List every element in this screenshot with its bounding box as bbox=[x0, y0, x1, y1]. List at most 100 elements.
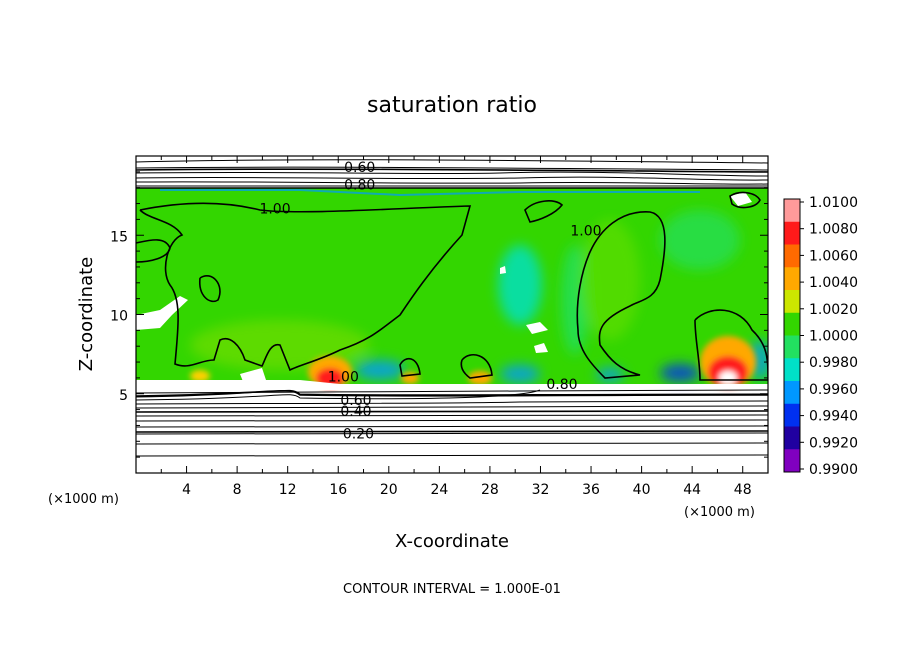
contour-label: 1.00 bbox=[570, 223, 601, 239]
blob-blue bbox=[500, 365, 540, 383]
hole bbox=[526, 322, 548, 334]
contour-line bbox=[136, 419, 768, 422]
blob-yellowgreen bbox=[580, 220, 640, 340]
colorbar-swatch bbox=[784, 267, 800, 291]
colorbar-swatch bbox=[784, 403, 800, 427]
colorbar-label: 0.9960 bbox=[809, 382, 858, 398]
colorbar-label: 1.0100 bbox=[809, 195, 858, 211]
peak-white bbox=[719, 371, 737, 385]
contour-line bbox=[199, 275, 221, 303]
colorbar-label: 0.9980 bbox=[809, 355, 858, 371]
hole bbox=[136, 296, 188, 330]
contour-line bbox=[139, 202, 472, 372]
y-tick-label: 15 bbox=[110, 229, 128, 245]
colorbar-label: 1.0060 bbox=[809, 248, 858, 264]
contour-line bbox=[136, 442, 768, 445]
field-anomalies bbox=[190, 210, 768, 383]
blob-blue bbox=[660, 364, 700, 382]
colorbar-swatch bbox=[784, 290, 800, 314]
contour-line bbox=[136, 186, 768, 190]
x-tick-label: 28 bbox=[481, 482, 499, 498]
colorbar-label: 1.0080 bbox=[809, 222, 858, 238]
x-tick-label: 32 bbox=[532, 482, 550, 498]
hole bbox=[534, 343, 548, 353]
colorbar-label: 1.0040 bbox=[809, 275, 858, 291]
undefined-holes bbox=[136, 192, 768, 390]
contour-label: 0.20 bbox=[343, 426, 374, 442]
peak-yellow bbox=[190, 370, 210, 382]
colorbar-swatch bbox=[784, 312, 800, 336]
contour-line bbox=[576, 211, 666, 379]
colorbar-swatch bbox=[784, 221, 800, 245]
peak-orange bbox=[468, 371, 492, 385]
y-tick-label: 10 bbox=[110, 309, 128, 325]
contour-line bbox=[136, 185, 768, 187]
x-axis-unit: (×1000 m) bbox=[684, 505, 755, 520]
x-tick-label: 20 bbox=[380, 482, 398, 498]
upper-edge bbox=[160, 189, 700, 197]
colorbar-swatch bbox=[784, 449, 800, 473]
contour-line bbox=[694, 309, 768, 381]
contour-lines-bold bbox=[136, 168, 768, 433]
colorbar-label: 0.9940 bbox=[809, 409, 858, 425]
x-axis-ticks: 4 8 12 16 20 24 28 32 36 40 44 48 bbox=[160, 156, 752, 498]
colorbar-swatch bbox=[784, 358, 800, 382]
contour-label: 0.60 bbox=[340, 393, 371, 409]
contour-label: 0.40 bbox=[340, 404, 371, 420]
contour-label: 1.00 bbox=[328, 369, 359, 385]
colorbar: 1.0100 1.0080 1.0060 1.0040 1.0020 1.0000 0.99… bbox=[783, 195, 858, 478]
x-tick-label: 16 bbox=[329, 482, 347, 498]
contour-label: 0.80 bbox=[344, 178, 375, 194]
contour-line bbox=[136, 410, 768, 413]
x-tick-label: 24 bbox=[430, 482, 448, 498]
x-tick-label: 8 bbox=[233, 482, 242, 498]
x-tick-label: 4 bbox=[182, 482, 191, 498]
chart-title: saturation ratio bbox=[367, 93, 537, 118]
contour-label: 1.00 bbox=[259, 201, 290, 217]
colorbar-label: 1.0000 bbox=[809, 329, 858, 345]
contour-line bbox=[136, 454, 768, 457]
contour-line bbox=[136, 168, 768, 173]
contour-line bbox=[136, 414, 768, 417]
contour-line bbox=[136, 166, 768, 171]
contour-line bbox=[136, 425, 768, 428]
contour-line bbox=[136, 432, 768, 435]
x-tick-label: 12 bbox=[279, 482, 297, 498]
contour-line bbox=[136, 400, 768, 405]
contour-labels: 0.600.801.001.001.00 0.800.600.400.20 bbox=[259, 160, 601, 442]
colorbar-label: 1.0020 bbox=[809, 302, 858, 318]
contour-line bbox=[399, 357, 421, 377]
contour-interval-note: CONTOUR INTERVAL = 1.000E-01 bbox=[343, 582, 561, 597]
blob-blue bbox=[355, 360, 405, 380]
contour-line bbox=[460, 354, 493, 379]
hole bbox=[500, 266, 506, 274]
colorbar-label: 0.9920 bbox=[809, 435, 858, 451]
blob-cyan bbox=[498, 245, 542, 325]
x-axis-label: X-coordinate bbox=[395, 531, 509, 552]
colorbar-label: 0.9900 bbox=[809, 462, 858, 478]
contour-line bbox=[136, 390, 768, 397]
contour-line bbox=[136, 176, 768, 181]
colorbar-swatch bbox=[784, 199, 800, 223]
x-tick-label: 44 bbox=[683, 482, 701, 498]
contour-line bbox=[729, 191, 761, 209]
contour-line bbox=[136, 171, 768, 177]
contour-label: 0.80 bbox=[546, 377, 577, 393]
contour-line bbox=[136, 159, 768, 164]
contour-line bbox=[136, 405, 768, 409]
x-origin-unit: (×1000 m) bbox=[48, 492, 119, 507]
contour-line bbox=[136, 239, 171, 263]
hole bbox=[730, 192, 752, 206]
colorbar-swatch bbox=[784, 335, 800, 359]
y-axis-ticks: 5 10 15 bbox=[110, 171, 768, 458]
contour-line bbox=[136, 181, 768, 185]
y-axis-label: Z-coordinate bbox=[76, 257, 97, 372]
saturation-field bbox=[136, 159, 768, 457]
x-tick-label: 36 bbox=[582, 482, 600, 498]
colorbar-swatch bbox=[784, 426, 800, 450]
colorbar-swatch bbox=[784, 244, 800, 268]
contour-label: 0.60 bbox=[344, 160, 375, 176]
y-tick-label: 5 bbox=[119, 388, 128, 404]
colorbar-swatch bbox=[784, 381, 800, 405]
